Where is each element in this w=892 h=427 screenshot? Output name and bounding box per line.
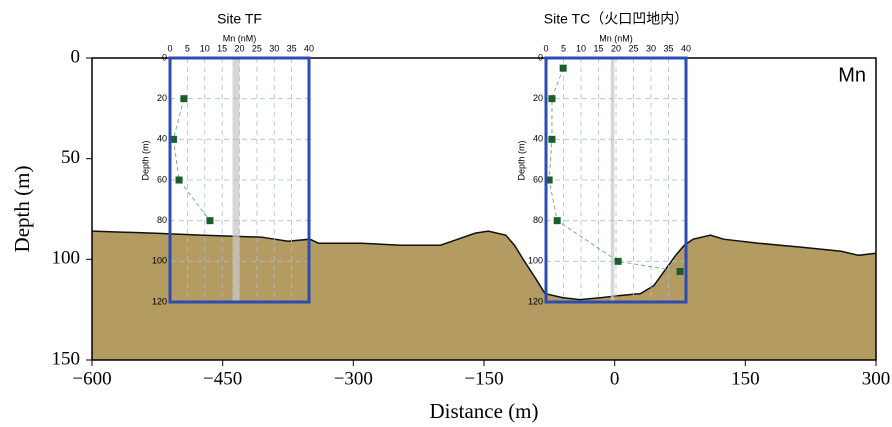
x-tick-label: 0 xyxy=(167,43,172,53)
data-point xyxy=(169,135,177,143)
data-point xyxy=(614,257,622,265)
inset-frame xyxy=(544,56,688,304)
y-tick-label: 100 xyxy=(52,248,81,269)
annotation: Mn xyxy=(838,64,866,86)
y-tick-label: 150 xyxy=(52,348,81,369)
y-tick-label: 120 xyxy=(152,296,167,306)
x-tick-label: 25 xyxy=(628,43,638,53)
x-tick-label: 25 xyxy=(252,43,262,53)
y-tick-label: 100 xyxy=(528,256,543,266)
y-tick-label: 100 xyxy=(152,256,167,266)
y-tick-label: 60 xyxy=(157,174,167,184)
data-point xyxy=(548,95,556,103)
y-axis-label: Depth (m) xyxy=(10,166,34,253)
x-tick-label: 0 xyxy=(610,368,620,389)
x-tick-label: 40 xyxy=(681,43,691,53)
inset-title: Site TC（火口凹地内） xyxy=(544,11,688,27)
y-tick-label: 0 xyxy=(538,52,543,62)
x-tick-label: −300 xyxy=(334,368,373,389)
x-tick-label: 10 xyxy=(576,43,586,53)
y-tick-label: 80 xyxy=(157,215,167,225)
inset-frame xyxy=(168,56,311,304)
y-tick-label: 20 xyxy=(533,93,543,103)
x-tick-label: 5 xyxy=(185,43,190,53)
x-axis-label: Mn (nM) xyxy=(599,33,633,43)
y-tick-label: 120 xyxy=(528,296,543,306)
x-tick-label: 150 xyxy=(731,368,760,389)
y-tick-label: 40 xyxy=(533,134,543,144)
x-tick-label: −150 xyxy=(464,368,503,389)
x-tick-label: 5 xyxy=(561,43,566,53)
data-point xyxy=(548,135,556,143)
x-tick-label: 15 xyxy=(593,43,603,53)
y-axis-label: Depth (m) xyxy=(516,140,526,180)
data-point xyxy=(545,176,553,184)
y-axis-label: Depth (m) xyxy=(140,140,150,180)
inset-title: Site TF xyxy=(217,11,262,27)
y-tick-label: 60 xyxy=(533,174,543,184)
x-tick-label: 40 xyxy=(304,43,314,53)
data-point xyxy=(559,64,567,72)
x-tick-label: 35 xyxy=(663,43,673,53)
data-point xyxy=(676,268,684,275)
x-tick-label: 30 xyxy=(269,43,279,53)
x-tick-label: 300 xyxy=(862,368,891,389)
x-tick-label: 30 xyxy=(646,43,656,53)
y-tick-label: 80 xyxy=(533,215,543,225)
x-tick-label: −450 xyxy=(203,368,242,389)
data-point xyxy=(175,176,183,184)
data-point xyxy=(180,95,188,103)
y-tick-label: 50 xyxy=(61,147,80,168)
y-tick-label: 40 xyxy=(157,134,167,144)
y-tick-label: 20 xyxy=(157,93,167,103)
x-tick-label: 0 xyxy=(543,43,548,53)
x-tick-label: 35 xyxy=(287,43,297,53)
seafloor-area xyxy=(92,231,876,360)
profile-line xyxy=(172,98,211,221)
y-tick-label: 0 xyxy=(71,46,81,67)
x-tick-label: 10 xyxy=(200,43,210,53)
data-point xyxy=(206,217,214,225)
x-axis-label: Mn (nM) xyxy=(223,33,257,43)
x-tick-label: −600 xyxy=(72,368,111,389)
x-tick-label: 15 xyxy=(217,43,227,53)
x-tick-label: 20 xyxy=(611,43,621,53)
y-tick-label: 0 xyxy=(162,52,167,62)
data-point xyxy=(553,217,561,225)
x-tick-label: 20 xyxy=(234,43,244,53)
x-axis-label: Distance (m) xyxy=(429,399,538,423)
